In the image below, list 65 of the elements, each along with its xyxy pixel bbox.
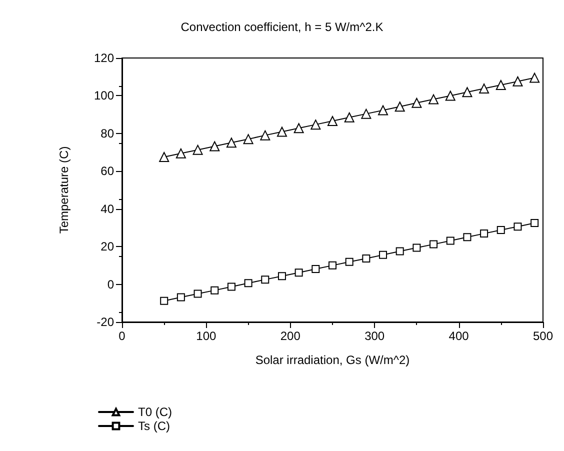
point	[361, 108, 372, 119]
y-tick-label: 60	[100, 164, 114, 178]
point	[479, 84, 490, 94]
point	[312, 265, 320, 274]
point	[294, 123, 304, 134]
point	[480, 230, 488, 238]
point	[412, 98, 422, 108]
point	[160, 296, 168, 305]
y-tick-label: 80	[100, 126, 114, 140]
point	[278, 272, 286, 280]
point	[159, 152, 170, 162]
point	[463, 233, 472, 242]
point	[362, 254, 370, 262]
y-tick-label: -20	[96, 315, 114, 329]
point	[310, 120, 321, 130]
point	[294, 268, 303, 277]
legend-label: Ts (C)	[138, 419, 170, 433]
point	[394, 102, 405, 112]
x-tick-label: 0	[118, 329, 126, 343]
point	[345, 258, 354, 266]
point	[327, 116, 338, 126]
point	[445, 90, 456, 101]
x-tick-label: 500	[532, 329, 554, 343]
chart-title: Convection coefficient, h = 5 W/m^2.K	[180, 20, 384, 34]
point	[496, 226, 505, 234]
x-tick-label: 400	[448, 329, 470, 343]
y-tick-label: 100	[94, 88, 114, 103]
point	[210, 286, 219, 294]
point	[210, 141, 220, 152]
y-tick-label: 0	[107, 277, 114, 292]
point	[244, 279, 252, 288]
point	[378, 105, 388, 116]
point	[226, 138, 236, 148]
point	[243, 134, 254, 144]
x-tick-label: 300	[364, 329, 385, 343]
y-tick-label: 120	[94, 51, 114, 65]
point	[260, 130, 270, 140]
point	[514, 222, 522, 231]
point	[261, 276, 270, 284]
legend-label: T0 (C)	[138, 405, 172, 419]
y-axis-title: Temperature (C)	[57, 146, 71, 234]
point	[396, 247, 404, 256]
y-tick-label: 20	[100, 240, 114, 254]
point	[344, 112, 354, 122]
x-axis-title: Solar irradiation, Gs (W/m^2)	[255, 353, 410, 367]
point	[530, 219, 539, 227]
point	[530, 72, 540, 83]
point	[276, 126, 287, 137]
point	[328, 261, 336, 270]
point	[194, 290, 202, 298]
point	[430, 240, 438, 248]
point	[512, 76, 523, 86]
x-tick-label: 100	[196, 329, 217, 343]
point	[496, 80, 506, 90]
point	[379, 250, 388, 259]
point	[462, 87, 472, 98]
point	[176, 148, 186, 158]
point	[446, 236, 454, 245]
point	[227, 282, 236, 291]
y-tick-label: 40	[100, 202, 114, 216]
x-tick-label: 200	[280, 329, 301, 343]
point	[176, 293, 185, 302]
point	[192, 144, 203, 155]
point	[412, 244, 421, 252]
point	[428, 94, 439, 104]
